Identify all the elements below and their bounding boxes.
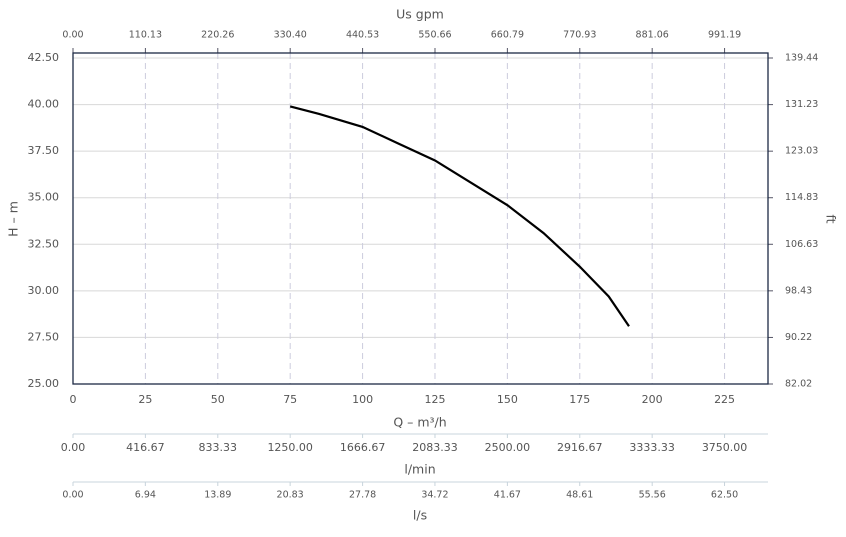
extra-axis-tick-label: 13.89 <box>204 490 231 501</box>
x-tick-label: 200 <box>642 393 663 406</box>
x-tick-label: 150 <box>497 393 518 406</box>
y-tick-label: 37.50 <box>28 144 60 157</box>
x2-tick-label: 440.53 <box>346 30 379 41</box>
x2-tick-label: 660.79 <box>491 30 524 41</box>
x-tick-label: 0 <box>70 393 77 406</box>
extra-axis-tick-label: 62.50 <box>711 490 738 501</box>
extra-axis-tick-label: 0.00 <box>61 441 86 454</box>
y-tick-label: 35.00 <box>28 191 60 204</box>
y2-tick-label: 98.43 <box>785 285 812 296</box>
extra-axis-tick-label: 34.72 <box>421 490 448 501</box>
y-tick-label: 40.00 <box>28 98 60 111</box>
pump-curve <box>289 105 630 327</box>
x2-axis-title: Us gpm <box>396 7 444 22</box>
y2-tick-label: 139.44 <box>785 53 818 64</box>
y-tick-label: 32.50 <box>28 237 60 250</box>
y2-tick-label: 131.23 <box>785 99 818 110</box>
extra-axis-tick-label: 2500.00 <box>485 441 531 454</box>
extra-axis-tick-label: 6.94 <box>135 490 156 501</box>
x-tick-label: 175 <box>569 393 590 406</box>
y2-tick-label: 123.03 <box>785 146 818 157</box>
x2-tick-label: 881.06 <box>636 30 669 41</box>
x-axis-title: Q – m³/h <box>393 415 446 430</box>
y2-tick-label: 114.83 <box>785 192 818 203</box>
x2-tick-label: 550.66 <box>418 30 451 41</box>
y-tick-label: 27.50 <box>28 330 60 343</box>
y-tick-label: 25.00 <box>28 377 60 390</box>
x-tick-label: 25 <box>138 393 152 406</box>
x-tick-label: 75 <box>283 393 297 406</box>
extra-axis-tick-label: 416.67 <box>126 441 165 454</box>
x2-tick-label: 770.93 <box>563 30 596 41</box>
plot-frame <box>72 52 769 385</box>
extra-axis-tick-label: 2916.67 <box>557 441 603 454</box>
extra-axis-tick-label: 48.61 <box>566 490 593 501</box>
extra-axis-tick-label: 833.33 <box>199 441 238 454</box>
x2-tick-label: 110.13 <box>129 30 162 41</box>
x2-tick-label: 0.00 <box>62 30 83 41</box>
y-tick-label: 30.00 <box>28 284 60 297</box>
extra-axis-tick-label: 3750.00 <box>702 441 748 454</box>
extra-axis-tick-label: 41.67 <box>494 490 521 501</box>
x2-tick-label: 330.40 <box>274 30 307 41</box>
y2-tick-label: 82.02 <box>785 379 812 390</box>
extra-axis-tick-label: 0.00 <box>62 490 83 501</box>
y2-tick-label: 106.63 <box>785 239 818 250</box>
extra-axis-tick-label: 3333.33 <box>629 441 675 454</box>
y2-axis-title: ft <box>824 214 839 223</box>
extra-axis-tick-label: 20.83 <box>277 490 304 501</box>
extra-axis-title: l/min <box>404 462 435 477</box>
extra-axis-tick-label: 1250.00 <box>267 441 313 454</box>
x-tick-label: 50 <box>211 393 225 406</box>
y-axis-title: H – m <box>6 201 21 237</box>
x2-tick-label: 220.26 <box>201 30 234 41</box>
x-tick-label: 125 <box>424 393 445 406</box>
extra-axis-title: l/s <box>413 508 427 523</box>
extra-axis-tick-label: 2083.33 <box>412 441 458 454</box>
x2-tick-label: 991.19 <box>708 30 741 41</box>
y2-tick-label: 90.22 <box>785 332 812 343</box>
x-tick-label: 100 <box>352 393 373 406</box>
extra-axis-tick-label: 55.56 <box>639 490 666 501</box>
y-tick-label: 42.50 <box>28 51 60 64</box>
extra-axis-tick-label: 1666.67 <box>340 441 386 454</box>
x-tick-label: 225 <box>714 393 735 406</box>
extra-axis-tick-label: 27.78 <box>349 490 376 501</box>
